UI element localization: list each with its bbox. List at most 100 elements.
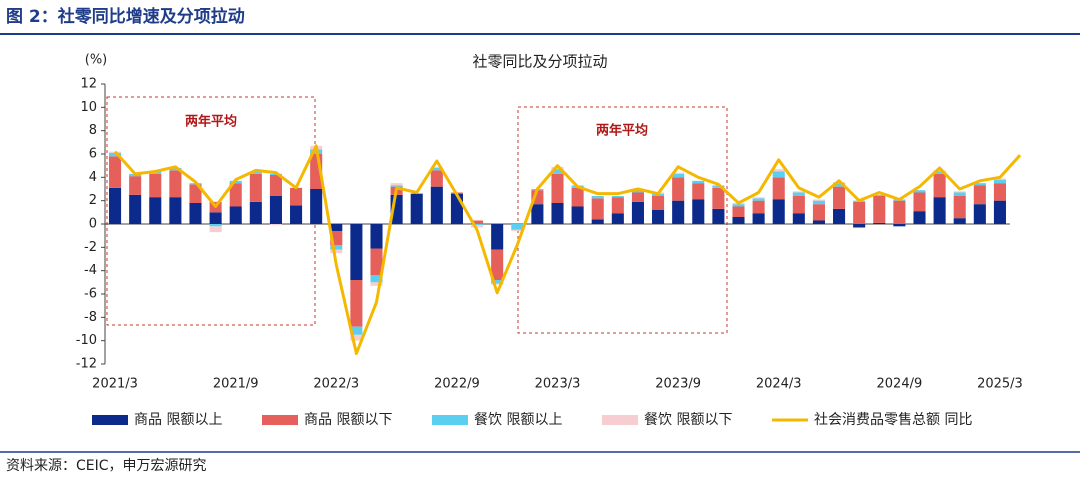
bar	[169, 168, 182, 171]
bar	[913, 192, 926, 212]
bar	[290, 187, 303, 206]
bar	[873, 196, 886, 223]
bar	[531, 204, 544, 224]
bar	[953, 191, 966, 193]
bar	[631, 189, 644, 193]
bar	[430, 186, 443, 224]
bar	[672, 177, 685, 201]
legend-swatch	[602, 415, 638, 425]
bar	[350, 326, 363, 335]
chart-title: 社零同比及分项拉动	[472, 53, 607, 71]
bar	[812, 199, 825, 201]
bar	[330, 224, 343, 231]
bar	[491, 249, 504, 280]
bar	[933, 171, 946, 174]
bar	[189, 203, 202, 224]
bar	[109, 187, 122, 224]
bar	[189, 184, 202, 203]
bar	[491, 280, 504, 284]
bar	[752, 200, 765, 214]
bar	[109, 152, 122, 157]
bar	[269, 196, 282, 224]
bar	[993, 200, 1006, 224]
bar	[953, 192, 966, 196]
bar	[571, 206, 584, 224]
bar	[551, 203, 564, 224]
bar	[129, 176, 142, 195]
bar	[511, 224, 524, 230]
bar	[913, 190, 926, 193]
bar	[631, 192, 644, 202]
legend-label: 商品 限额以上	[134, 412, 222, 428]
bar	[833, 208, 846, 224]
bar	[993, 179, 1006, 184]
y-tick-label: 6	[89, 147, 97, 162]
x-tick-label: 2022/9	[434, 377, 480, 392]
bar	[873, 222, 886, 224]
bar	[611, 196, 624, 198]
bar	[712, 185, 725, 188]
bar	[330, 249, 343, 254]
x-tick-label: 2024/9	[877, 377, 923, 392]
bar	[350, 280, 363, 327]
bar	[430, 168, 443, 171]
bar	[752, 198, 765, 201]
bar	[591, 219, 604, 224]
bar	[792, 192, 805, 196]
bar	[973, 183, 986, 186]
bar	[269, 175, 282, 196]
y-tick-label: 0	[89, 217, 97, 232]
legend-label: 商品 限额以下	[304, 412, 392, 428]
bar	[430, 170, 443, 187]
x-tick-label: 2025/3	[977, 377, 1023, 392]
bar	[732, 206, 745, 217]
bar	[350, 224, 363, 280]
bar	[430, 166, 443, 168]
y-tick-label: -10	[76, 333, 97, 348]
y-tick-label: 10	[80, 100, 97, 115]
bar	[692, 180, 705, 184]
y-tick-label: 12	[80, 77, 97, 92]
bar	[913, 211, 926, 224]
bar	[732, 217, 745, 224]
y-tick-label: 2	[89, 193, 97, 208]
bar	[953, 196, 966, 219]
bar	[370, 282, 383, 286]
bar	[209, 224, 222, 227]
bar	[873, 194, 886, 196]
annotation: 两年平均	[596, 123, 648, 139]
bar	[672, 200, 685, 224]
bar	[772, 177, 785, 200]
bar	[772, 199, 785, 224]
legend-label: 社会消费品零售总额 同比	[814, 412, 972, 428]
bar	[390, 183, 403, 186]
bar	[249, 201, 262, 224]
legend-label: 餐饮 限额以上	[474, 412, 562, 428]
y-tick-label: 4	[89, 170, 97, 185]
bar	[129, 194, 142, 224]
bar	[812, 220, 825, 224]
line	[113, 144, 1022, 355]
y-tick-label: -12	[76, 357, 97, 372]
bar	[370, 224, 383, 249]
x-tick-label: 2023/9	[655, 377, 701, 392]
annotation: 两年平均	[185, 114, 237, 130]
bar	[933, 173, 946, 198]
bar	[511, 229, 524, 231]
bar	[772, 169, 785, 172]
bar	[692, 183, 705, 200]
bar	[792, 196, 805, 214]
bar	[752, 213, 765, 224]
bar	[410, 193, 423, 224]
bar	[672, 173, 685, 178]
header: 图 2：社零同比增速及分项拉动	[6, 6, 245, 27]
source: 资料来源：CEIC，申万宏源研究	[6, 458, 207, 474]
bar	[591, 196, 604, 199]
x-tick-label: 2022/3	[313, 377, 359, 392]
legend-label: 餐饮 限额以下	[644, 412, 732, 428]
bar	[249, 173, 262, 202]
bar	[611, 213, 624, 224]
bar	[229, 206, 242, 224]
legend-swatch	[262, 415, 298, 425]
